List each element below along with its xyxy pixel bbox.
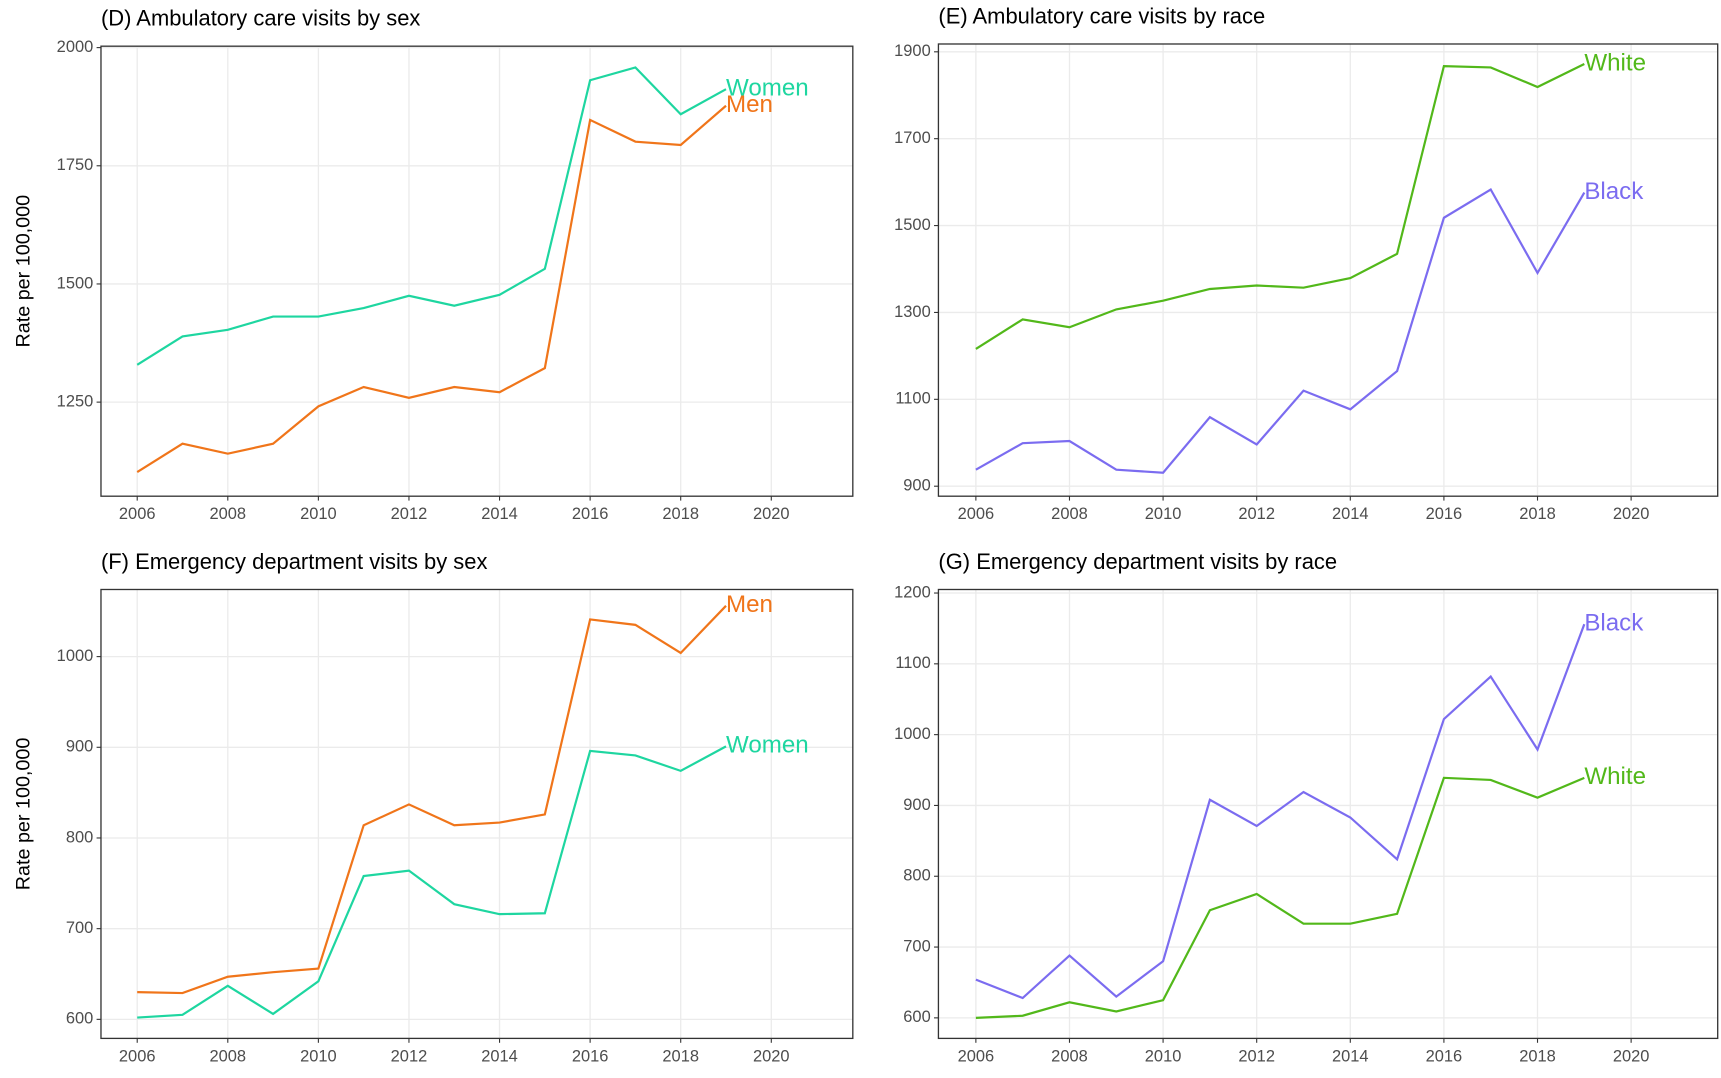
y-tick-label: 1900 xyxy=(894,42,931,60)
chart-title: (E) Ambulatory care visits by race xyxy=(938,3,1265,28)
series-line xyxy=(137,605,727,995)
panel-border xyxy=(937,588,1719,1040)
x-tick-label: 2018 xyxy=(1519,505,1556,523)
x-tick-label: 2006 xyxy=(958,1047,995,1065)
y-tick-label: 1100 xyxy=(895,654,930,672)
series-line xyxy=(975,776,1585,1019)
x-tick-label: 2018 xyxy=(1519,1047,1556,1065)
x-tick-label: 2010 xyxy=(300,1047,337,1065)
x-tick-label: 2018 xyxy=(662,1047,699,1065)
series-label: Women xyxy=(726,75,809,102)
x-tick-label: 2006 xyxy=(958,505,995,523)
y-tick-label: 1200 xyxy=(894,583,931,601)
series-label: Women xyxy=(726,732,809,759)
x-tick-label: 2006 xyxy=(119,1047,156,1065)
x-tick-label: 2014 xyxy=(1332,505,1369,523)
y-tick-label: 1000 xyxy=(57,647,94,665)
y-axis-title: Rate per 100,000 xyxy=(12,195,34,348)
y-axis-title: Rate per 100,000 xyxy=(12,738,34,891)
series-line xyxy=(975,187,1586,474)
y-tick-label: 800 xyxy=(66,828,93,846)
series-label: White xyxy=(1584,49,1646,76)
y-tick-label: 700 xyxy=(903,937,930,955)
x-tick-label: 2010 xyxy=(1145,505,1182,523)
series-line xyxy=(137,745,727,1019)
y-tick-label: 1250 xyxy=(57,392,94,410)
x-tick-label: 2016 xyxy=(572,1047,609,1065)
panel-border xyxy=(100,588,854,1040)
y-tick-label: 1750 xyxy=(57,156,94,174)
series-label: Men xyxy=(726,591,773,618)
y-tick-label: 800 xyxy=(903,867,930,885)
x-tick-label: 2018 xyxy=(662,505,699,523)
x-tick-label: 2012 xyxy=(391,505,428,523)
y-tick-label: 2000 xyxy=(57,38,94,56)
series-line xyxy=(975,62,1585,350)
y-tick-label: 1500 xyxy=(57,274,94,292)
chart-title: (D) Ambulatory care visits by sex xyxy=(101,6,420,31)
x-tick-label: 2020 xyxy=(1613,505,1650,523)
panel-border xyxy=(100,45,854,497)
x-tick-label: 2012 xyxy=(391,1047,428,1065)
panel-border xyxy=(937,43,1719,497)
y-tick-label: 1500 xyxy=(894,216,931,234)
x-tick-label: 2008 xyxy=(209,505,246,523)
chart-title: (F) Emergency department visits by sex xyxy=(101,549,487,574)
x-tick-label: 2020 xyxy=(753,1047,790,1065)
x-tick-label: 2014 xyxy=(481,505,518,523)
x-tick-label: 2014 xyxy=(1332,1047,1369,1065)
x-tick-label: 2008 xyxy=(1051,505,1088,523)
series-label: Men xyxy=(726,91,773,118)
x-tick-label: 2008 xyxy=(209,1047,246,1065)
y-tick-label: 600 xyxy=(903,1008,930,1026)
series-line xyxy=(136,104,727,474)
x-tick-label: 2006 xyxy=(119,505,156,523)
series-label: Black xyxy=(1584,178,1644,205)
x-tick-label: 2016 xyxy=(1426,1047,1463,1065)
x-tick-label: 2008 xyxy=(1051,1047,1088,1065)
x-tick-label: 2012 xyxy=(1238,1047,1275,1065)
x-tick-label: 2016 xyxy=(1426,505,1463,523)
y-tick-label: 600 xyxy=(66,1010,93,1028)
chart-title: (G) Emergency department visits by race xyxy=(938,549,1337,574)
x-tick-label: 2020 xyxy=(753,505,790,523)
x-tick-label: 2012 xyxy=(1238,505,1275,523)
x-tick-label: 2016 xyxy=(572,505,609,523)
y-tick-label: 1300 xyxy=(894,303,931,321)
series-label: White xyxy=(1584,763,1646,790)
y-tick-label: 900 xyxy=(903,477,930,495)
x-tick-label: 2020 xyxy=(1613,1047,1650,1065)
x-tick-label: 2010 xyxy=(300,505,337,523)
y-tick-label: 700 xyxy=(66,919,93,937)
x-tick-label: 2010 xyxy=(1145,1047,1182,1065)
y-tick-label: 1700 xyxy=(894,129,931,147)
y-tick-label: 900 xyxy=(66,738,93,756)
y-tick-label: 900 xyxy=(903,796,930,814)
y-tick-label: 1100 xyxy=(895,390,930,408)
series-label: Black xyxy=(1584,610,1644,637)
series-line xyxy=(136,66,727,366)
x-tick-label: 2014 xyxy=(481,1047,518,1065)
series-line xyxy=(975,623,1586,1000)
y-tick-label: 1000 xyxy=(894,725,931,743)
